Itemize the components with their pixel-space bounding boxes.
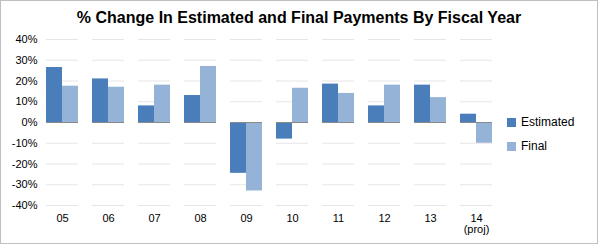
svg-text:12: 12 — [378, 212, 390, 224]
svg-text:20%: 20% — [15, 75, 37, 87]
svg-text:14(proj): 14(proj) — [464, 212, 490, 235]
svg-text:11: 11 — [333, 212, 344, 224]
svg-text:30%: 30% — [15, 54, 37, 66]
svg-text:-20%: -20% — [12, 158, 38, 170]
html-text:% Change In Estimated and Fina: % Change In Estimated and Final Payments… — [76, 9, 522, 26]
svg-text:13: 13 — [424, 212, 436, 224]
svg-text:08: 08 — [194, 212, 206, 224]
html-text:Final: Final — [521, 139, 547, 153]
svg-text:06: 06 — [102, 212, 114, 224]
svg-text:-40%: -40% — [12, 199, 38, 211]
svg-text:40%: 40% — [15, 33, 37, 45]
svg-text:10: 10 — [286, 212, 298, 224]
svg-text:-30%: -30% — [12, 178, 38, 190]
html-text:Estimated: Estimated — [521, 115, 575, 129]
svg-text:0%: 0% — [22, 116, 38, 128]
svg-text:-10%: -10% — [12, 137, 38, 149]
svg-text:05: 05 — [56, 212, 68, 224]
svg-text:09: 09 — [240, 212, 252, 224]
svg-text:10%: 10% — [15, 95, 37, 107]
svg-text:07: 07 — [148, 212, 160, 224]
